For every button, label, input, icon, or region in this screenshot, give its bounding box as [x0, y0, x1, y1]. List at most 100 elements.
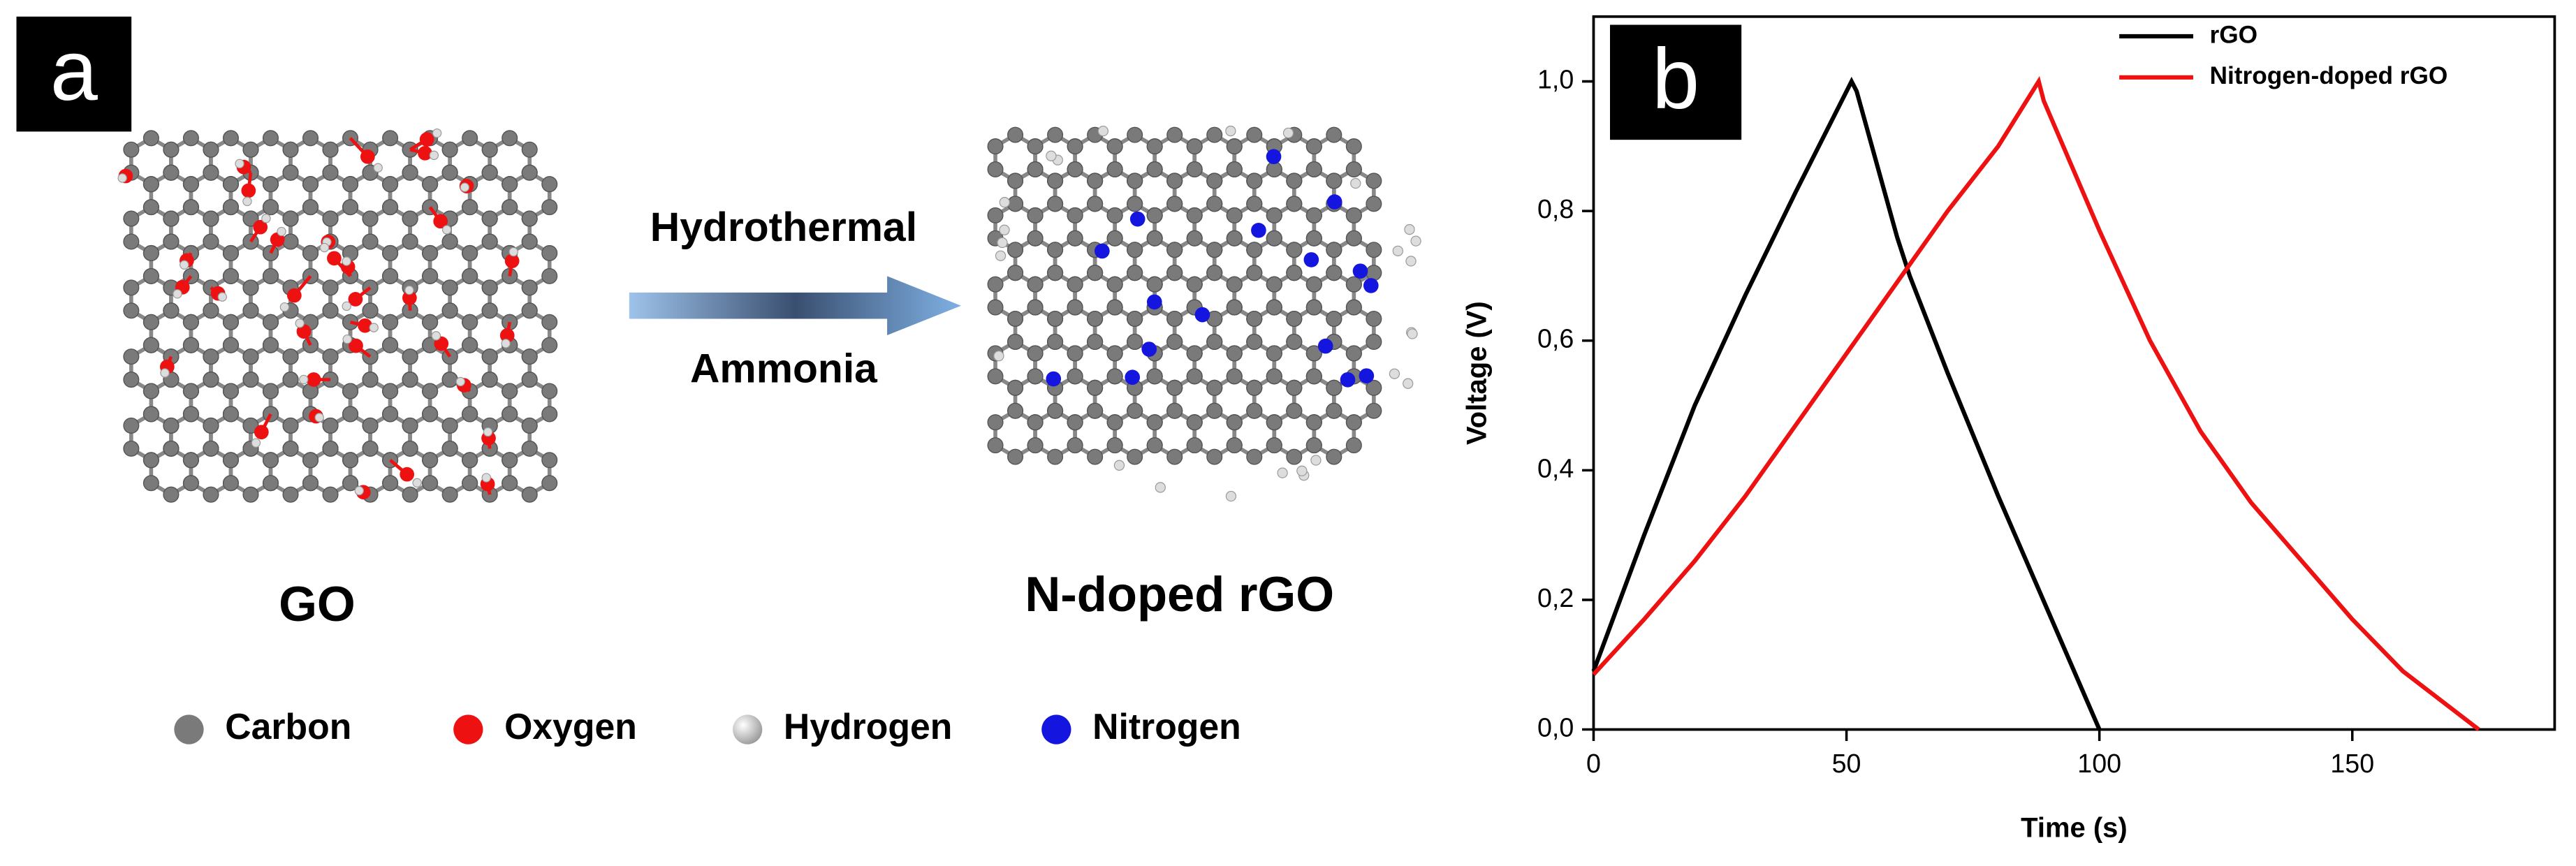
carbon-atom	[142, 176, 159, 193]
hydrogen-atom	[404, 285, 414, 295]
carbon-atom	[1067, 368, 1083, 385]
hydrogen-atom	[1155, 482, 1166, 493]
carbon-atom	[402, 372, 418, 388]
carbon-atom	[1067, 207, 1083, 223]
hydrogen-atom	[508, 247, 518, 257]
nitrogen-atom	[1340, 372, 1356, 388]
carbon-atom	[441, 372, 458, 388]
carbon-atom	[1326, 379, 1342, 396]
carbon-atom	[1226, 414, 1243, 431]
hetero-atom	[306, 372, 321, 387]
molecules: Carbon Oxygen Hydrogen Nitrogen	[117, 125, 1421, 747]
legend-label: Carbon	[225, 706, 351, 747]
carbon-atom	[1166, 265, 1183, 281]
hydrogen-atom	[314, 413, 324, 423]
carbon-atom	[322, 302, 339, 319]
carbon-atom	[342, 199, 359, 216]
hydrogen-atom	[235, 159, 244, 169]
carbon-atom	[1305, 437, 1322, 454]
carbon-atom	[142, 383, 159, 399]
carbon-atom	[541, 475, 558, 492]
arrow	[629, 276, 961, 336]
carbon-atom	[1246, 311, 1263, 328]
carbon-atom	[402, 348, 418, 365]
carbon-atom	[262, 199, 279, 216]
carbon-atom	[1345, 276, 1362, 293]
legend-swatch	[1041, 714, 1071, 744]
carbon-atom	[302, 475, 319, 492]
carbon-atom	[402, 164, 418, 181]
hetero-atom	[504, 254, 520, 269]
carbon-atom	[163, 486, 180, 503]
carbon-atom	[322, 164, 339, 181]
carbon-atom	[1067, 161, 1083, 178]
carbon-atom	[441, 141, 458, 158]
carbon-atom	[123, 440, 140, 457]
carbon-atom	[1007, 196, 1024, 212]
carbon-atom	[302, 244, 319, 261]
carbon-atom	[262, 267, 279, 284]
carbon-atom	[1047, 126, 1064, 143]
carbon-atom	[1286, 196, 1303, 212]
carbon-atom	[362, 372, 379, 388]
carbon-atom	[222, 383, 239, 399]
hydrogen-atom	[299, 374, 309, 385]
carbon-atom	[1326, 265, 1342, 281]
carbon-atom	[462, 244, 478, 261]
carbon-atom	[222, 406, 239, 423]
y-tick-label: 0,6	[1537, 324, 1574, 353]
carbon-atom	[1186, 138, 1203, 155]
carbon-atom	[1286, 448, 1303, 465]
carbon-atom	[1106, 276, 1123, 293]
carbon-atom	[182, 199, 199, 216]
carbon-atom	[1047, 448, 1064, 465]
hydrogen-atom	[173, 289, 182, 299]
carbon-atom	[203, 348, 219, 365]
carbon-atom	[1027, 345, 1044, 362]
carbon-atom	[1007, 242, 1024, 258]
carbon-atom	[1246, 402, 1263, 419]
carbon-atom	[182, 176, 199, 193]
carbon-atom	[1106, 207, 1123, 223]
carbon-atom	[441, 279, 458, 296]
hydrogen-atom	[1350, 177, 1361, 189]
hetero-atom	[418, 145, 432, 161]
carbon-atom	[382, 199, 399, 216]
carbon-atom	[521, 279, 538, 296]
carbon-atom	[282, 440, 299, 457]
carbon-atom	[222, 267, 239, 284]
carbon-atom	[441, 486, 458, 503]
hetero-atom	[360, 149, 375, 164]
carbon-atom	[1007, 311, 1024, 328]
hydrogen-atom	[319, 242, 330, 253]
carbon-atom	[1266, 437, 1282, 454]
carbon-atom	[402, 210, 418, 227]
nitrogen-atom	[1046, 371, 1062, 387]
carbon-atom	[541, 176, 558, 193]
carbon-atom	[1047, 402, 1064, 419]
hydrogen-atom	[432, 128, 442, 138]
carbon-atom	[1246, 448, 1263, 465]
carbon-atom	[1027, 437, 1044, 454]
hydrogen-atom	[1277, 467, 1288, 478]
carbon-atom	[1246, 196, 1263, 212]
hydrogen-atom	[999, 197, 1010, 208]
carbon-atom	[402, 417, 418, 434]
hetero-atom	[419, 132, 434, 147]
carbon-atom	[1226, 207, 1243, 223]
hetero-atom	[253, 219, 268, 235]
carbon-atom	[203, 302, 219, 319]
carbon-atom	[203, 440, 219, 457]
carbon-atom	[142, 314, 159, 330]
y-axis-label: Voltage (V)	[1461, 301, 1492, 445]
carbon-atom	[1345, 161, 1362, 178]
carbon-atom	[1087, 311, 1104, 328]
hydrogen-atom	[993, 351, 1004, 362]
hydrogen-atom	[1113, 460, 1125, 471]
carbon-atom	[1087, 379, 1104, 396]
carbon-atom	[1305, 414, 1322, 431]
carbon-atom	[242, 372, 259, 388]
carbon-atom	[541, 199, 558, 216]
carbon-atom	[521, 302, 538, 319]
carbon-atom	[1326, 126, 1342, 143]
